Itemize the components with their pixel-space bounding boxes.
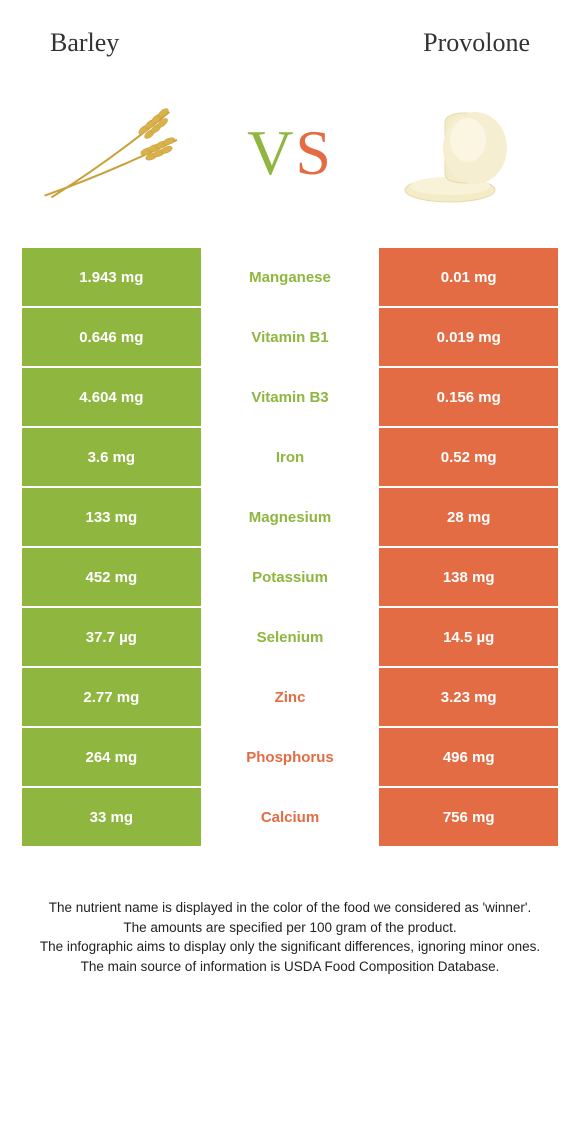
- table-row: 1.943 mgManganese0.01 mg: [22, 248, 558, 308]
- footer-line: The amounts are specified per 100 gram o…: [26, 918, 554, 938]
- right-value-cell: 0.019 mg: [379, 308, 558, 368]
- table-row: 4.604 mgVitamin B30.156 mg: [22, 368, 558, 428]
- provolone-image: [380, 98, 550, 208]
- header: Barley Provolone: [0, 0, 580, 68]
- comparison-table: 1.943 mgManganese0.01 mg0.646 mgVitamin …: [22, 248, 558, 848]
- table-row: 33 mgCalcium756 mg: [22, 788, 558, 848]
- barley-icon: [30, 103, 200, 203]
- left-value-cell: 2.77 mg: [22, 668, 201, 728]
- nutrient-label-cell: Selenium: [201, 608, 380, 668]
- nutrient-label-cell: Zinc: [201, 668, 380, 728]
- right-value-cell: 3.23 mg: [379, 668, 558, 728]
- right-food-title: Provolone: [423, 28, 530, 58]
- right-value-cell: 138 mg: [379, 548, 558, 608]
- vs-s-letter: S: [295, 117, 333, 188]
- nutrient-label-cell: Potassium: [201, 548, 380, 608]
- right-value-cell: 14.5 µg: [379, 608, 558, 668]
- left-food-title: Barley: [50, 28, 119, 58]
- barley-image: [30, 98, 200, 208]
- left-value-cell: 133 mg: [22, 488, 201, 548]
- table-row: 2.77 mgZinc3.23 mg: [22, 668, 558, 728]
- left-value-cell: 4.604 mg: [22, 368, 201, 428]
- nutrient-label-cell: Phosphorus: [201, 728, 380, 788]
- table-row: 264 mgPhosphorus496 mg: [22, 728, 558, 788]
- left-value-cell: 0.646 mg: [22, 308, 201, 368]
- table-row: 37.7 µgSelenium14.5 µg: [22, 608, 558, 668]
- footer-notes: The nutrient name is displayed in the co…: [0, 848, 580, 996]
- footer-line: The main source of information is USDA F…: [26, 957, 554, 977]
- nutrient-label-cell: Iron: [201, 428, 380, 488]
- left-value-cell: 33 mg: [22, 788, 201, 848]
- right-value-cell: 0.156 mg: [379, 368, 558, 428]
- images-row: VS: [0, 68, 580, 248]
- table-row: 133 mgMagnesium28 mg: [22, 488, 558, 548]
- nutrient-label-cell: Vitamin B1: [201, 308, 380, 368]
- right-value-cell: 0.01 mg: [379, 248, 558, 308]
- provolone-icon: [390, 98, 540, 208]
- left-value-cell: 37.7 µg: [22, 608, 201, 668]
- right-value-cell: 496 mg: [379, 728, 558, 788]
- right-value-cell: 756 mg: [379, 788, 558, 848]
- right-value-cell: 0.52 mg: [379, 428, 558, 488]
- left-value-cell: 452 mg: [22, 548, 201, 608]
- nutrient-label-cell: Calcium: [201, 788, 380, 848]
- vs-v-letter: V: [247, 117, 295, 188]
- table-row: 3.6 mgIron0.52 mg: [22, 428, 558, 488]
- left-value-cell: 1.943 mg: [22, 248, 201, 308]
- vs-label: VS: [247, 116, 333, 190]
- infographic-container: Barley Provolone: [0, 0, 580, 996]
- right-value-cell: 28 mg: [379, 488, 558, 548]
- left-value-cell: 264 mg: [22, 728, 201, 788]
- left-value-cell: 3.6 mg: [22, 428, 201, 488]
- footer-line: The infographic aims to display only the…: [26, 937, 554, 957]
- nutrient-label-cell: Manganese: [201, 248, 380, 308]
- nutrient-label-cell: Magnesium: [201, 488, 380, 548]
- footer-line: The nutrient name is displayed in the co…: [26, 898, 554, 918]
- table-row: 0.646 mgVitamin B10.019 mg: [22, 308, 558, 368]
- nutrient-label-cell: Vitamin B3: [201, 368, 380, 428]
- table-row: 452 mgPotassium138 mg: [22, 548, 558, 608]
